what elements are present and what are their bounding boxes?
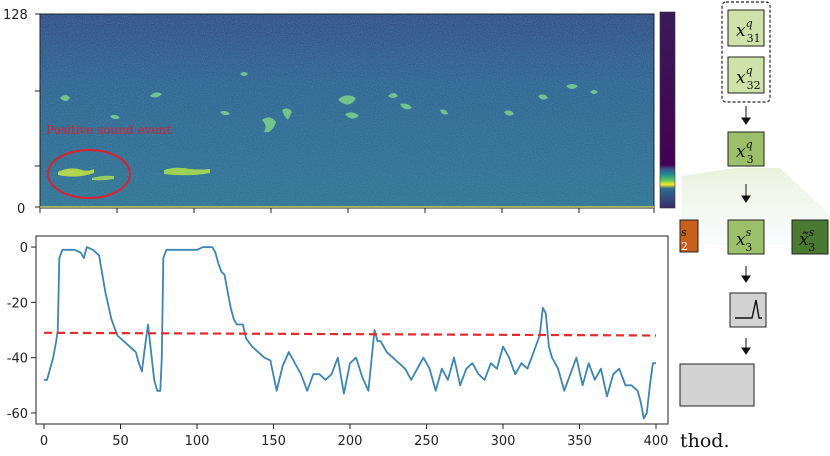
y-tick-label: -60 <box>7 407 28 422</box>
spectrogram-events <box>58 72 598 181</box>
colorbar <box>659 11 676 209</box>
line-chart: 0 50 100 150 200 250 300 350 400 0 -20 -40 -60 <box>7 235 669 449</box>
signal-line <box>44 246 656 420</box>
svg-text:2: 2 <box>681 240 688 253</box>
arrow-3 <box>741 266 751 283</box>
spectrogram-y-tick-bottom: 0 <box>17 202 25 217</box>
threshold-line <box>43 331 657 337</box>
svg-text:xs3: xs 3 <box>736 226 752 254</box>
node-x-q-32: xq 32 <box>727 56 765 94</box>
y-tick-label: 0 <box>20 241 28 256</box>
positive-event-circle <box>47 149 131 199</box>
caption-fragment: thod. <box>680 430 730 452</box>
node-x-q-3: xq 3 <box>727 131 765 167</box>
arrow-2 <box>741 184 751 203</box>
x-tick-label: 150 <box>261 434 286 449</box>
node-x-tilde-s-3: x̃s 3 <box>791 219 829 255</box>
spectrogram-panel: 128 0 Positive sound event <box>3 8 655 217</box>
x-tick-label: 200 <box>338 434 363 449</box>
chart-frame <box>35 235 669 425</box>
x-tick-label: 300 <box>491 434 516 449</box>
x-tick-label: 0 <box>40 434 48 449</box>
spectrogram-y-tick-top: 128 <box>3 8 28 23</box>
svg-text:x̃s3: x̃s 3 <box>799 226 815 254</box>
chart-ticks: 0 50 100 150 200 250 300 350 400 0 -20 -40 -60 <box>7 241 669 449</box>
arrow-1 <box>741 106 751 125</box>
query-group-box <box>721 1 771 103</box>
x-tick-label: 50 <box>112 434 129 449</box>
y-tick-label: -40 <box>7 352 28 367</box>
node-x-q-31: xq 31 <box>727 9 765 47</box>
node-x-s-3: xs 3 <box>727 219 765 255</box>
positive-event-label: Positive sound event <box>46 123 171 137</box>
peak-box <box>729 292 767 328</box>
svg-text:xq3: xq 3 <box>736 138 754 166</box>
spectrogram-x-ticks <box>39 208 655 213</box>
node-x-s-2-partial: s 2 <box>679 219 699 253</box>
spectrogram-y-axis <box>35 13 40 208</box>
x-tick-label: 400 <box>644 434 669 449</box>
output-box <box>679 363 755 407</box>
x-tick-label: 350 <box>567 434 592 449</box>
spectrogram-noise <box>40 14 654 208</box>
y-tick-label: -20 <box>7 296 28 311</box>
spectrogram-frame <box>39 13 655 209</box>
arrow-4 <box>741 338 751 355</box>
x-tick-label: 250 <box>414 434 439 449</box>
chart-series <box>43 246 657 420</box>
svg-text:s: s <box>681 226 687 239</box>
method-diagram: xq 31 xq 32 xq 3 s 2 xs 3 x̃s <box>679 1 830 452</box>
x-tick-label: 100 <box>185 434 210 449</box>
